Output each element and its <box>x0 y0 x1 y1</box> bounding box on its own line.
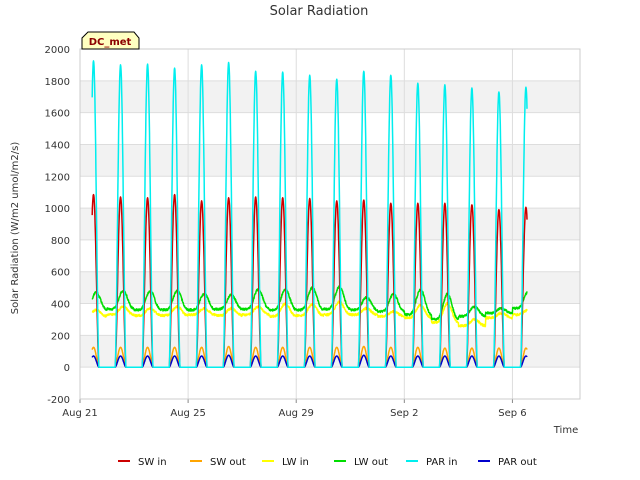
y-tick-label: 200 <box>51 331 70 342</box>
y-tick-label: 800 <box>51 236 70 247</box>
series-line-lw-in <box>91 300 528 328</box>
y-tick-label: 1200 <box>45 172 70 183</box>
x-tick-label: Sep 6 <box>498 408 526 419</box>
y-tick-label: 1600 <box>45 109 70 120</box>
y-axis-title: Solar Radiation (W/m2 umol/m2/s) <box>10 142 21 315</box>
dataset-badge: DC_met <box>81 31 140 50</box>
plot-background <box>80 49 580 399</box>
plot-band <box>80 335 580 368</box>
legend: SW in SW out LW in LW out PAR in PAR out <box>118 457 537 468</box>
x-tick-label: Aug 29 <box>278 408 313 419</box>
axes: -200 0 200 400 600 800 1000 1200 1400 1600 1800 200… <box>45 45 581 419</box>
x-tick-label: Sep 2 <box>390 408 418 419</box>
legend-label: LW in <box>282 457 309 468</box>
badge-label: DC_met <box>89 37 132 48</box>
y-tick-label: 0 <box>64 363 70 374</box>
series-layer <box>91 60 528 368</box>
legend-label: PAR in <box>426 457 457 468</box>
chart-title: Solar Radiation <box>270 4 369 19</box>
legend-label: SW in <box>138 457 167 468</box>
series-line-par-in <box>91 60 528 368</box>
y-tick-label: 1400 <box>45 140 70 151</box>
y-tick-label: 600 <box>51 268 70 279</box>
plot-frame <box>79 48 581 400</box>
y-tick-label: 1800 <box>45 77 70 88</box>
legend-label: LW out <box>354 457 388 468</box>
plot-band <box>80 80 580 113</box>
legend-label: PAR out <box>498 457 537 468</box>
x-axis-title: Time <box>553 425 578 436</box>
y-tick-label: 1000 <box>45 204 70 215</box>
plot-band <box>80 144 580 177</box>
y-tick-label: 400 <box>51 300 70 311</box>
y-tick-label: 2000 <box>45 45 70 56</box>
plot-band <box>80 208 580 240</box>
series-line-lw-out <box>91 285 528 321</box>
y-tick-label: -200 <box>47 395 70 406</box>
badge-box <box>81 31 140 50</box>
x-tick-label: Aug 25 <box>170 408 205 419</box>
x-tick-label: Aug 21 <box>62 408 97 419</box>
legend-label: SW out <box>210 457 246 468</box>
